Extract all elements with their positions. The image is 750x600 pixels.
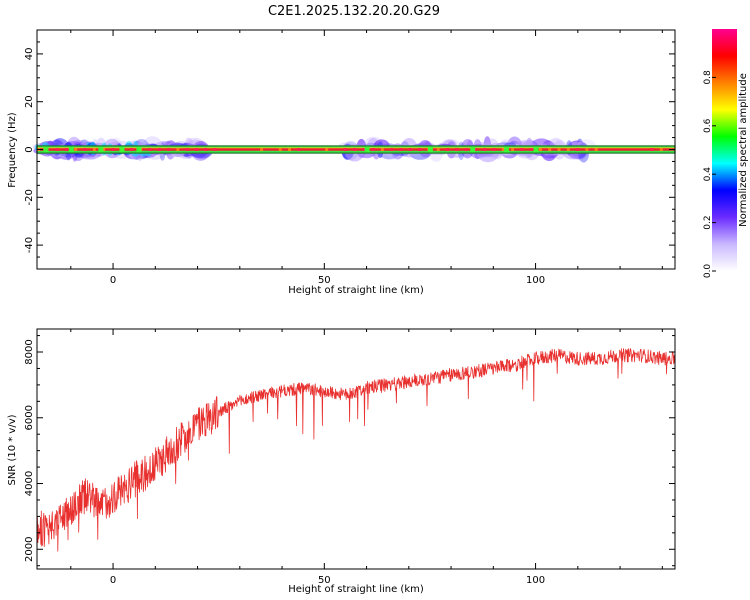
- band-peak-dot: [520, 148, 524, 151]
- band-peak-dot: [64, 148, 68, 151]
- band-peak-dot: [538, 148, 542, 151]
- y-tick-label: -40: [24, 237, 35, 253]
- band-peak-dot: [455, 148, 459, 151]
- band-burst: [43, 146, 49, 153]
- band-peak-dot: [650, 148, 654, 151]
- snr-x-label: Height of straight line (km): [288, 584, 424, 595]
- band-peak-dot: [362, 148, 366, 151]
- band-peak-dot: [55, 148, 59, 151]
- band-burst: [98, 146, 104, 153]
- spectrogram-x-label: Height of straight line (km): [288, 285, 424, 296]
- band-peak-dot: [483, 148, 487, 151]
- band-peak-dot: [213, 148, 217, 151]
- band-peak-dot: [408, 148, 412, 151]
- band-burst: [68, 146, 74, 153]
- colorbar-tick-label: 0.2: [703, 215, 713, 229]
- band-burst: [470, 146, 476, 153]
- band-peak-dot: [83, 148, 87, 151]
- colorbar: 0.0 0.2 0.4 0.6 0.8 Normalized spectral ampl…: [703, 29, 749, 278]
- snr-y-label: SNR (10 * v/v): [7, 414, 18, 485]
- band-peak-dot: [278, 148, 282, 151]
- x-tick-label: 0: [110, 575, 116, 586]
- band-burst: [427, 146, 433, 153]
- snr-ticks: 0 50 100 2000 4000 6000 8000: [24, 329, 675, 586]
- colorbar-ticks: 0.0 0.2 0.4 0.6 0.8: [703, 70, 716, 278]
- band-peak-dot: [511, 148, 515, 151]
- band-peak-dot: [353, 148, 356, 151]
- band-peak-dot: [157, 148, 161, 151]
- band-peak-dot: [204, 148, 208, 151]
- band-peak-dot: [260, 148, 264, 151]
- band-peak-dot: [148, 148, 152, 151]
- band-peak-dot: [418, 148, 422, 151]
- band-peak-dot: [659, 148, 663, 151]
- y-tick-label: 40: [24, 48, 35, 61]
- snr-marks: [36, 348, 676, 552]
- snr-frame: [36, 328, 676, 570]
- band-peak-dot: [74, 148, 78, 151]
- band-burst: [119, 146, 125, 153]
- band-peak-dot: [167, 148, 171, 151]
- band-peak-dot: [548, 148, 552, 151]
- colorbar-tick-label: 0.0: [703, 264, 713, 279]
- spectrogram-marks: [33, 136, 676, 163]
- x-tick-label: 50: [318, 575, 331, 586]
- band-peak-dot: [380, 148, 384, 151]
- band-peak-dot: [557, 148, 561, 151]
- band-peak-dot: [371, 148, 375, 151]
- band-burst: [364, 146, 370, 153]
- colorbar-label: Normalized spectral amplitude: [738, 73, 749, 227]
- band-peak-dot: [297, 148, 301, 151]
- band-peak-dot: [464, 148, 468, 151]
- spectrogram-y-label: Frequency (Hz): [7, 112, 18, 188]
- band-peak-dot: [566, 148, 570, 151]
- band-peak-dot: [585, 148, 589, 151]
- band-peak-dot: [446, 148, 449, 151]
- x-tick-label: 100: [526, 275, 545, 286]
- band-peak-dot: [195, 148, 198, 151]
- band-peak-dot: [576, 148, 580, 151]
- spectrogram-panel: 0 50 100 -40 -20 0 20 40 Height of straight lin…: [7, 29, 676, 296]
- y-tick-label: -20: [24, 189, 35, 205]
- band-peak-dot: [176, 148, 180, 151]
- band-peak-dot: [288, 148, 291, 151]
- band-peak-dot: [529, 148, 533, 151]
- band-peak-dot: [325, 148, 329, 151]
- band-peak-dot: [343, 148, 347, 151]
- band-peak-dot: [130, 148, 133, 151]
- band-peak-dot: [102, 148, 106, 151]
- figure-title: C2E1.2025.132.20.20.G29: [268, 4, 440, 19]
- colorbar-gradient: [712, 29, 737, 271]
- colorbar-tick-label: 0.4: [703, 167, 713, 182]
- band-peak-dot: [501, 148, 505, 151]
- y-tick-label: 0: [24, 146, 35, 152]
- band-peak-dot: [473, 148, 477, 151]
- band-burst: [533, 146, 539, 153]
- snr-panel: 0 50 100 2000 4000 6000 8000 Height of straigh…: [7, 328, 676, 595]
- colorbar-tick-label: 0.8: [703, 70, 713, 85]
- x-tick-label: 50: [318, 275, 331, 286]
- y-tick-label: 2000: [24, 537, 35, 562]
- y-tick-label: 8000: [24, 339, 35, 364]
- x-tick-label: 100: [526, 575, 545, 586]
- snr-series-line: [36, 348, 676, 552]
- y-tick-label: 4000: [24, 471, 35, 496]
- band-peak-dot: [399, 148, 403, 151]
- band-peak-dot: [492, 148, 496, 151]
- band-peak-dot: [92, 148, 96, 151]
- band-peak-dot: [390, 148, 394, 151]
- band-peak-dot: [594, 148, 598, 151]
- band-burst: [503, 146, 509, 153]
- band-peak-dot: [436, 148, 440, 151]
- spectrogram-ticks: 0 50 100 -40 -20 0 20 40: [24, 30, 675, 286]
- y-tick-label: 6000: [24, 405, 35, 430]
- band-peak-dot: [185, 148, 189, 151]
- y-tick-label: 20: [24, 95, 35, 108]
- band-peak-dot: [111, 148, 115, 151]
- colorbar-tick-label: 0.6: [703, 118, 713, 133]
- x-tick-label: 0: [110, 275, 116, 286]
- band-burst: [136, 146, 142, 153]
